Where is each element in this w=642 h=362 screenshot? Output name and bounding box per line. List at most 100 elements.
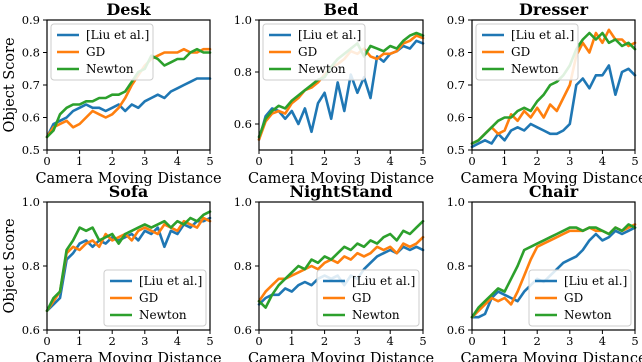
x-tick-label: 1 [288, 154, 295, 168]
chart-title: Desk [106, 0, 151, 19]
y-tick-label: 0.6 [447, 111, 465, 125]
legend-label-liu: [Liu et al.] [298, 28, 361, 42]
x-tick-label: 1 [501, 334, 508, 348]
x-tick-label: 1 [76, 334, 83, 348]
y-tick-label: 0.7 [447, 78, 465, 92]
y-tick-label: 0.8 [22, 46, 40, 60]
series-line-newton [257, 219, 425, 309]
x-axis-label: Camera Moving Distance [35, 171, 221, 187]
x-tick-label: 0 [43, 334, 50, 348]
legend-label-liu: [Liu et al.] [139, 274, 202, 288]
legend: [Liu et al.] GD Newton [103, 269, 207, 327]
y-tick-label: 0.8 [22, 259, 40, 273]
x-axis-label: Camera Moving Distance [248, 171, 434, 187]
y-tick-label: 1.0 [447, 195, 465, 209]
series-line-gd [45, 47, 212, 139]
x-tick-label: 2 [321, 154, 328, 168]
x-tick-label: 3 [566, 154, 573, 168]
plot-frame [471, 19, 636, 151]
x-tick-label: 2 [109, 154, 116, 168]
y-axis-label: Object Score [2, 37, 18, 132]
plot-frame [46, 201, 211, 331]
x-tick-label: 5 [206, 334, 213, 348]
x-tick-label: 0 [468, 334, 475, 348]
legend-label-liu: [Liu et al.] [352, 274, 415, 288]
x-tick-label: 3 [141, 154, 148, 168]
x-tick-label: 0 [468, 154, 475, 168]
legend: [Liu et al.] GD Newton [262, 23, 366, 81]
y-tick-label: 0.7 [22, 78, 40, 92]
legend-label-gd: GD [139, 291, 158, 305]
legend-label-newton: Newton [352, 308, 400, 322]
y-tick-label: 1.0 [234, 13, 252, 27]
y-tick-label: 0.6 [22, 111, 40, 125]
legend-label-liu: [Liu et al.] [86, 28, 149, 42]
x-tick-label: 5 [419, 334, 426, 348]
x-tick-label: 5 [206, 154, 213, 168]
plot-frame [258, 201, 424, 331]
series-line-newton [45, 210, 212, 313]
series-line-gd [470, 28, 637, 145]
series-line-liu [45, 77, 212, 139]
y-tick-label: 0.9 [22, 13, 40, 27]
x-tick-label: 0 [43, 154, 50, 168]
legend-box [50, 23, 154, 81]
chart-title: Bed [324, 0, 359, 19]
chart-panel-5: Chair 0 1 2 3 4 5 0.6 0.8 1.0 Camera Moving Distan… [447, 182, 642, 362]
x-axis-label: Camera Moving Distance [460, 171, 642, 187]
y-tick-label: 0.8 [447, 46, 465, 60]
chart-title: NightStand [289, 182, 392, 201]
series-line-newton [470, 223, 637, 319]
series-line-liu [470, 64, 637, 149]
y-tick-label: 0.8 [447, 259, 465, 273]
legend-label-newton: Newton [298, 62, 346, 76]
x-tick-label: 4 [174, 154, 181, 168]
legend-box [262, 23, 366, 81]
x-tick-label: 4 [599, 154, 606, 168]
legend-label-newton: Newton [86, 62, 134, 76]
plot-frame [471, 201, 636, 331]
plot-frame [46, 19, 211, 151]
chart-panel-3: Sofa 0 1 2 3 4 5 0.6 0.8 1.0 Camera Moving Distanc… [2, 182, 222, 362]
x-tick-label: 2 [534, 334, 541, 348]
y-axis-label: Object Score [2, 218, 18, 313]
x-tick-label: 3 [566, 334, 573, 348]
y-tick-label: 0.6 [22, 323, 40, 337]
legend: [Liu et al.] GD Newton [316, 269, 420, 327]
legend-label-newton: Newton [139, 308, 187, 322]
y-tick-label: 0.9 [447, 13, 465, 27]
chart-panel-1: Bed 0 1 2 3 4 5 0.6 0.8 1.0 Camera Moving Distance… [234, 0, 434, 187]
series-line-newton [45, 47, 212, 139]
chart-title: Sofa [109, 182, 148, 201]
series-line-newton [470, 31, 637, 145]
x-tick-label: 2 [109, 334, 116, 348]
x-tick-label: 3 [354, 334, 361, 348]
plot-frame [258, 19, 424, 151]
legend-label-newton: Newton [564, 308, 612, 322]
legend-label-gd: GD [86, 45, 105, 59]
x-tick-label: 4 [174, 334, 181, 348]
legend-box [103, 269, 207, 327]
x-tick-label: 1 [501, 154, 508, 168]
y-tick-label: 0.8 [234, 65, 252, 79]
x-tick-label: 0 [255, 154, 262, 168]
y-tick-label: 0.5 [447, 143, 465, 157]
x-tick-label: 5 [631, 334, 638, 348]
legend-label-liu: [Liu et al.] [564, 274, 627, 288]
legend-box [528, 269, 632, 327]
legend-label-liu: [Liu et al.] [511, 28, 574, 42]
x-tick-label: 2 [321, 334, 328, 348]
x-tick-label: 2 [534, 154, 541, 168]
y-tick-label: 0.8 [234, 259, 252, 273]
x-tick-label: 5 [419, 154, 426, 168]
y-tick-label: 0.6 [234, 323, 252, 337]
y-tick-label: 0.5 [22, 143, 40, 157]
x-axis-label: Camera Moving Distance [248, 351, 434, 362]
legend: [Liu et al.] GD Newton [528, 269, 632, 327]
chart-panel-0: Desk 0 1 2 3 4 5 0.5 0.6 0.7 0.8 0.9 Camera Moving D… [2, 0, 222, 187]
y-tick-label: 0.6 [234, 117, 252, 131]
x-tick-label: 0 [255, 334, 262, 348]
legend-box [316, 269, 420, 327]
y-tick-label: 1.0 [234, 195, 252, 209]
x-tick-label: 3 [141, 334, 148, 348]
